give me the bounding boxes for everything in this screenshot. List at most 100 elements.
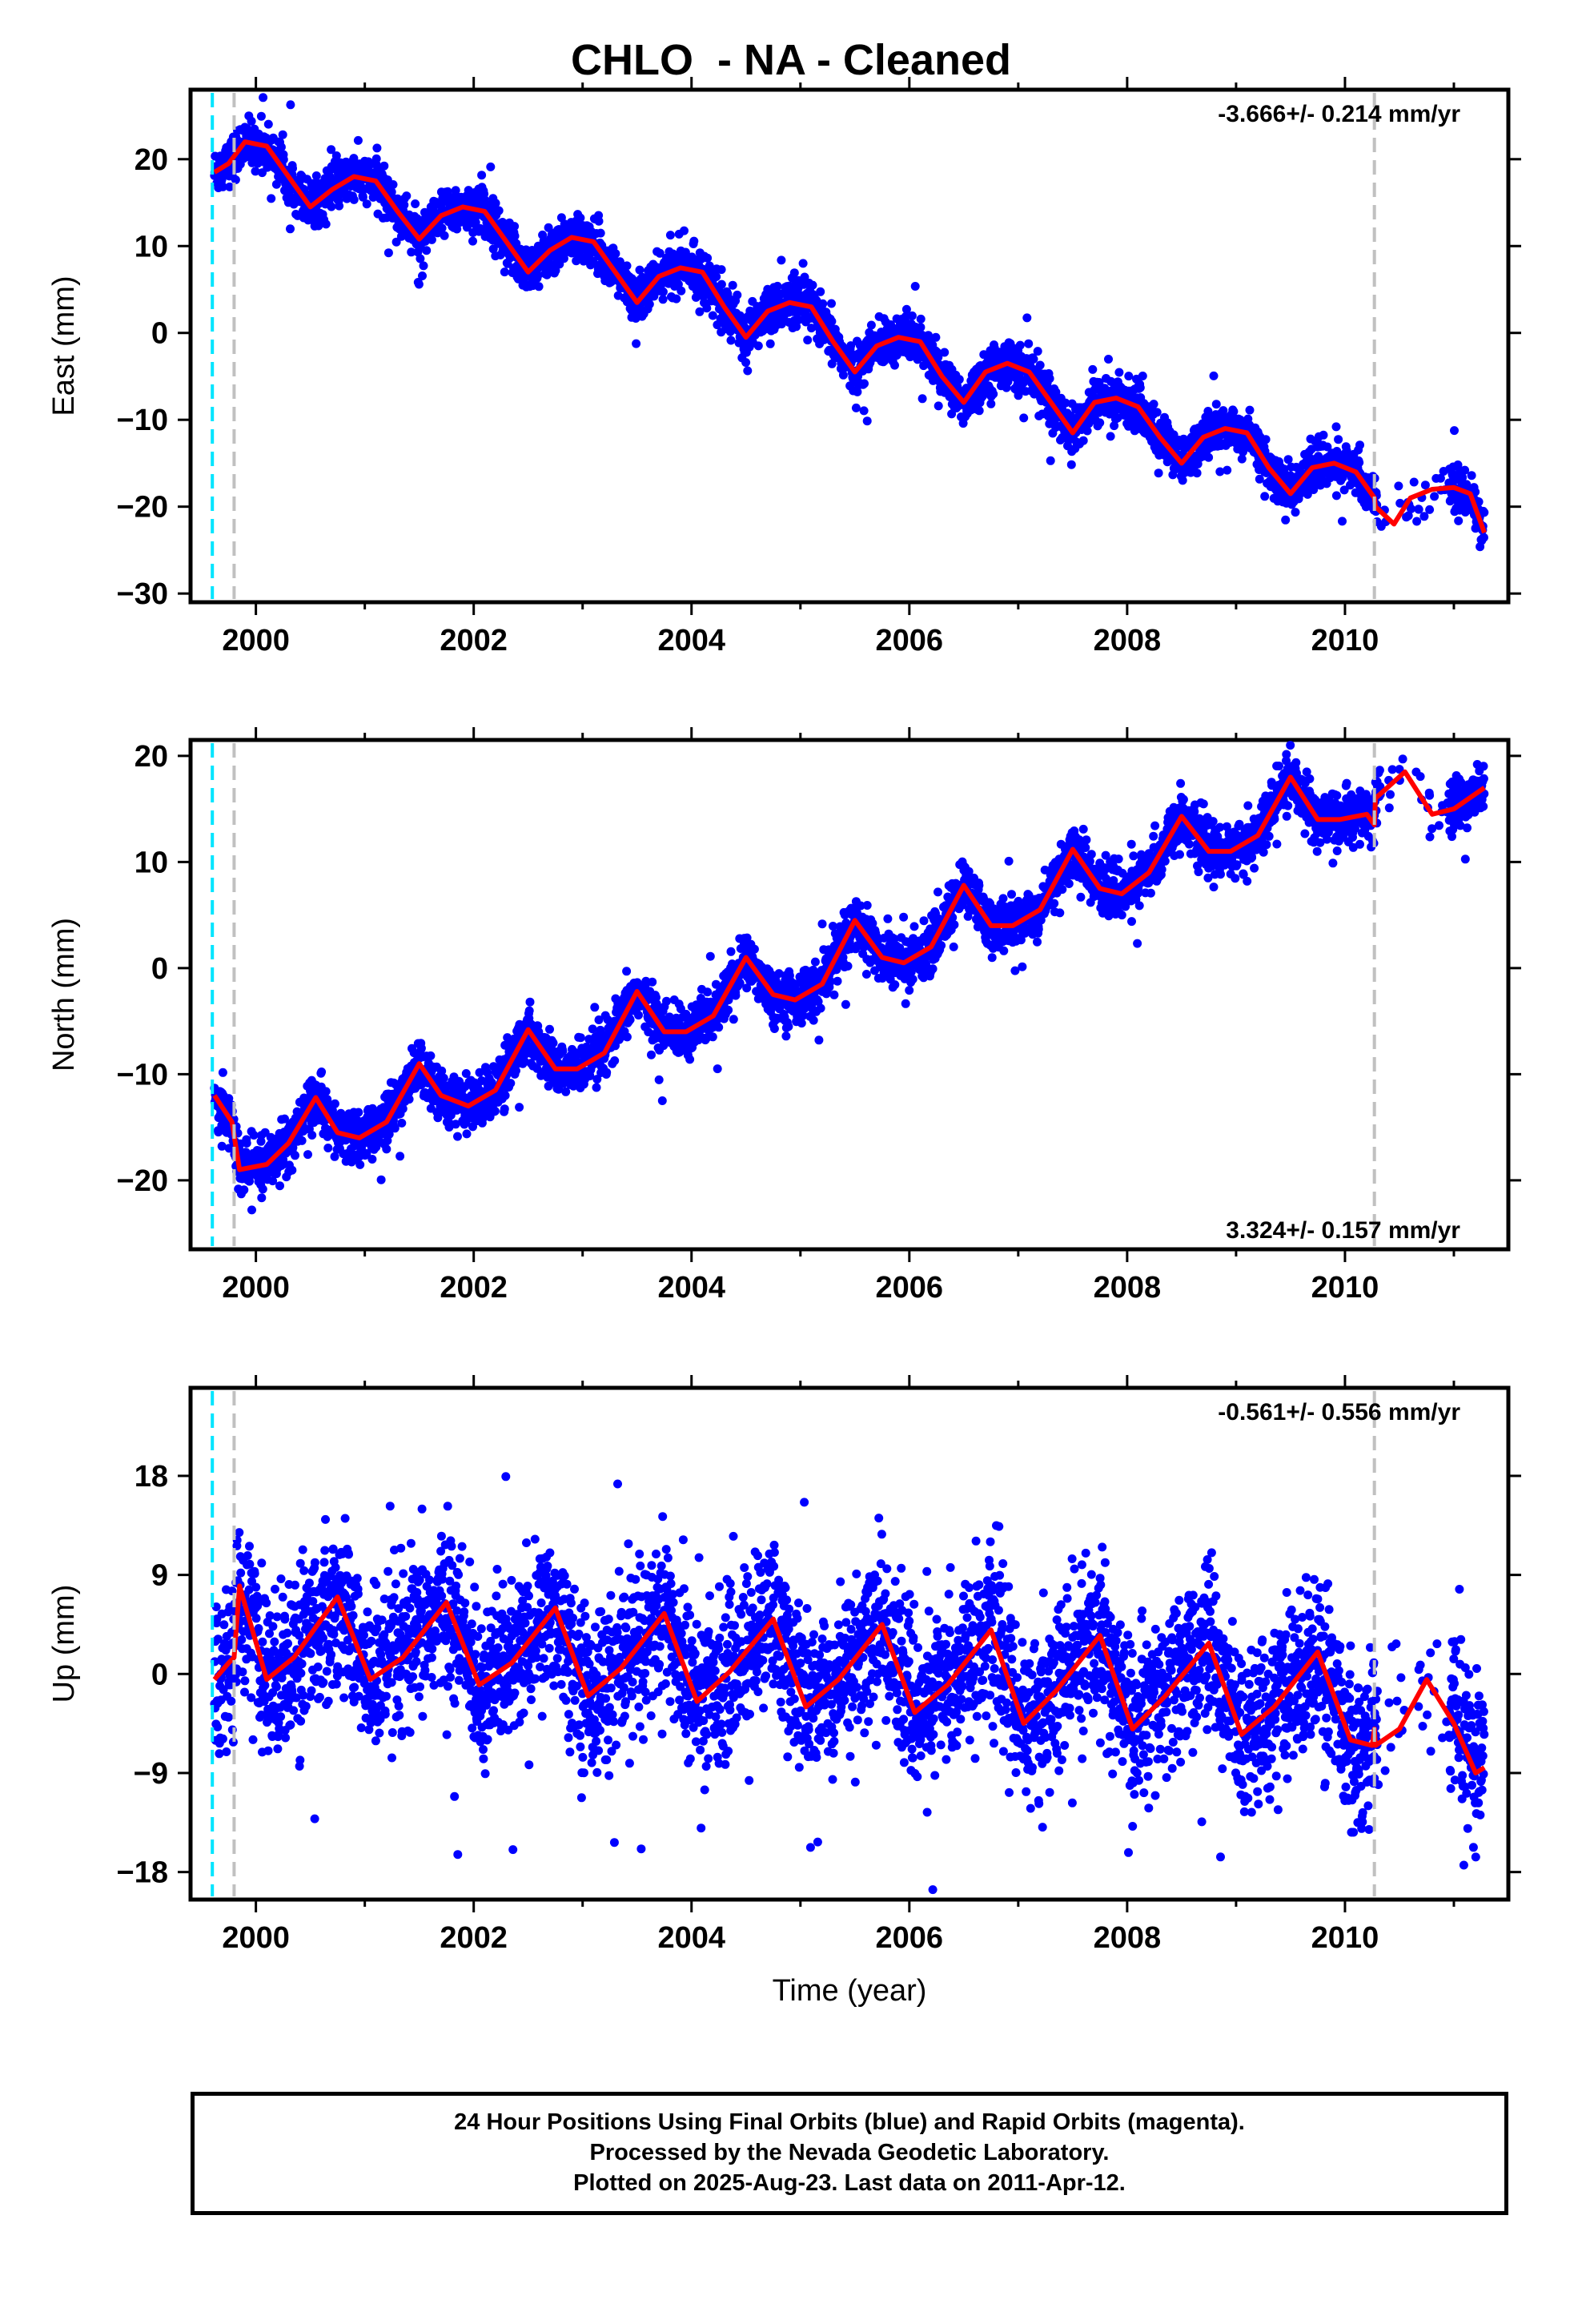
- data-point: [286, 100, 295, 110]
- data-point: [327, 202, 336, 211]
- data-point: [288, 163, 297, 173]
- data-point: [576, 213, 585, 223]
- data-point: [910, 282, 920, 291]
- data-point: [404, 1095, 414, 1104]
- data-point: [437, 223, 447, 233]
- data-point: [391, 237, 401, 247]
- y-tick-label: 20: [135, 143, 168, 177]
- data-point: [1291, 508, 1300, 517]
- data-point: [396, 1152, 405, 1161]
- data-point: [287, 1165, 297, 1175]
- data-point: [371, 154, 381, 163]
- data-point: [1082, 426, 1092, 436]
- data-point: [411, 199, 420, 208]
- chart-title: CHLO - NA - Cleaned: [570, 36, 1012, 84]
- data-point: [397, 1118, 407, 1128]
- data-point: [808, 280, 817, 290]
- data-point: [838, 370, 848, 380]
- data-point: [1334, 435, 1343, 444]
- data-point: [1114, 368, 1124, 377]
- x-tick-label: 2004: [657, 624, 725, 657]
- data-point: [239, 1185, 249, 1195]
- data-point: [462, 1129, 472, 1139]
- data-point: [418, 271, 427, 280]
- data-point: [486, 162, 496, 171]
- data-point: [231, 175, 240, 184]
- east-axis-label: East (mm): [47, 275, 81, 416]
- data-point: [1106, 432, 1115, 441]
- data-point: [257, 1193, 267, 1203]
- data-point: [1045, 374, 1054, 384]
- data-point: [890, 360, 899, 370]
- data-point: [510, 222, 520, 231]
- data-point: [712, 272, 721, 281]
- data-point: [1394, 481, 1403, 491]
- data-point: [594, 216, 604, 226]
- data-point: [1154, 468, 1163, 478]
- data-point: [916, 323, 926, 332]
- data-point: [765, 339, 775, 348]
- data-point: [275, 1181, 284, 1191]
- data-point: [1035, 360, 1045, 370]
- data-point: [323, 1144, 333, 1152]
- data-point: [827, 316, 837, 326]
- data-point: [376, 1175, 386, 1184]
- data-point: [1178, 476, 1187, 485]
- x-tick-label: 2010: [1311, 624, 1379, 657]
- data-point: [367, 1155, 377, 1164]
- data-point: [278, 130, 287, 139]
- data-point: [777, 255, 786, 265]
- data-point: [1046, 456, 1055, 465]
- data-point: [1015, 340, 1025, 350]
- data-point: [917, 394, 927, 404]
- data-point: [1033, 347, 1042, 356]
- data-point: [741, 358, 751, 368]
- data-point: [402, 191, 412, 201]
- data-point: [816, 287, 825, 296]
- x-tick-label: 2000: [222, 624, 290, 657]
- data-point: [267, 194, 276, 203]
- data-point: [416, 1043, 426, 1053]
- data-point: [717, 279, 726, 289]
- data-point: [477, 171, 487, 180]
- data-point: [680, 226, 689, 235]
- data-point: [416, 254, 425, 263]
- data-point: [1261, 435, 1271, 444]
- data-point: [622, 261, 632, 271]
- data-point: [1450, 426, 1459, 436]
- data-point: [1355, 440, 1364, 450]
- data-point: [1135, 383, 1145, 392]
- data-point: [658, 287, 668, 296]
- data-point: [1420, 480, 1430, 490]
- data-point: [276, 143, 286, 152]
- data-point: [263, 119, 273, 129]
- data-point: [1192, 468, 1202, 478]
- data-point: [1412, 517, 1422, 526]
- data-point: [439, 1073, 448, 1083]
- x-tick-label: 2008: [1094, 624, 1162, 657]
- data-point: [1260, 492, 1270, 501]
- data-point: [327, 145, 336, 155]
- data-point: [426, 1051, 436, 1060]
- data-point: [803, 336, 813, 345]
- data-point: [934, 401, 943, 411]
- data-point: [1029, 354, 1038, 364]
- data-point: [494, 206, 504, 215]
- data-point: [251, 167, 260, 176]
- data-point: [355, 1160, 365, 1169]
- data-point: [349, 195, 359, 204]
- data-point: [291, 1151, 299, 1160]
- y-tick-label: 10: [135, 230, 168, 263]
- data-point: [717, 265, 726, 275]
- y-tick-label: −20: [117, 491, 168, 525]
- data-point: [677, 286, 686, 296]
- y-tick-label: 0: [151, 317, 168, 351]
- data-point: [859, 406, 869, 416]
- data-point: [247, 1205, 256, 1215]
- data-point: [259, 93, 268, 103]
- data-point: [1229, 407, 1239, 416]
